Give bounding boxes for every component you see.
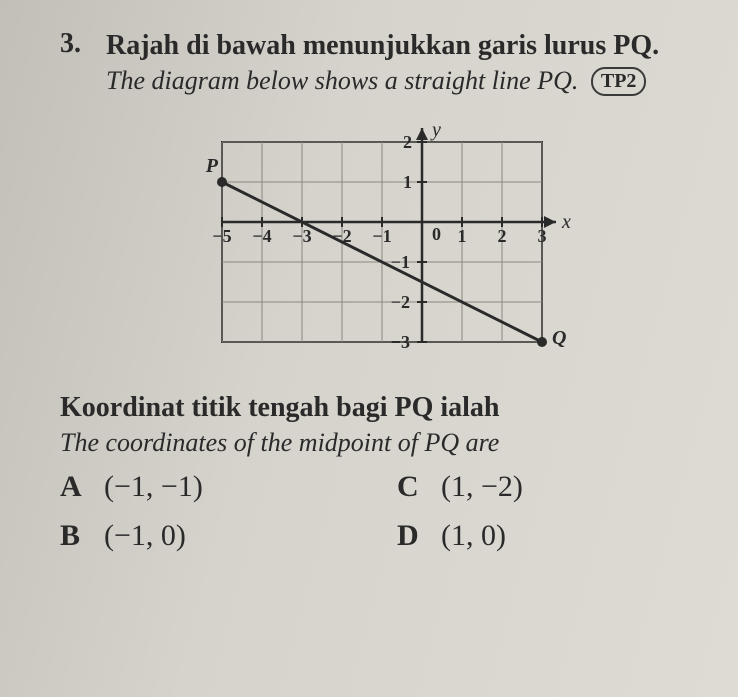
choice-value-b: (−1, 0) (104, 516, 186, 555)
choice-value-d: (1, 0) (441, 516, 506, 555)
choice-value-c: (1, −2) (441, 467, 523, 506)
page: 3. Rajah di bawah menunjukkan garis luru… (0, 0, 738, 697)
question-text: Rajah di bawah menunjukkan garis lurus P… (106, 28, 704, 98)
choice-letter-d: D (397, 516, 423, 555)
svg-text:−1: −1 (372, 226, 391, 246)
question-number: 3. (60, 28, 88, 98)
svg-text:−5: −5 (212, 226, 231, 246)
question-row: 3. Rajah di bawah menunjukkan garis luru… (60, 28, 704, 98)
svg-text:P: P (205, 155, 219, 177)
svg-text:−3: −3 (292, 226, 311, 246)
choice-letter-a: A (60, 467, 86, 506)
svg-text:0: 0 (432, 224, 441, 244)
tp-badge: TP2 (591, 67, 647, 96)
svg-text:−3: −3 (391, 332, 410, 352)
choice-d: D (1, 0) (397, 516, 704, 555)
svg-text:2: 2 (403, 132, 412, 152)
choice-value-a: (−1, −1) (104, 467, 203, 506)
chart-container: −5−4−3−2−1123−3−2−1120xyPQ (60, 112, 704, 372)
question-line-ms: Rajah di bawah menunjukkan garis lurus P… (106, 28, 704, 63)
choices: A (−1, −1) C (1, −2) B (−1, 0) D (1, 0) (60, 467, 704, 555)
question-en-text: The diagram below shows a straight line … (106, 66, 578, 95)
choice-a: A (−1, −1) (60, 467, 367, 506)
svg-text:y: y (430, 119, 441, 141)
svg-text:−4: −4 (252, 226, 271, 246)
choice-b: B (−1, 0) (60, 516, 367, 555)
svg-text:3: 3 (538, 226, 547, 246)
svg-text:2: 2 (498, 226, 507, 246)
svg-text:1: 1 (403, 172, 412, 192)
choice-letter-c: C (397, 467, 423, 506)
prompt-line-en: The coordinates of the midpoint of PQ ar… (60, 427, 704, 460)
prompt: Koordinat titik tengah bagi PQ ialah The… (60, 390, 704, 460)
svg-text:Q: Q (552, 327, 566, 349)
line-pq-chart: −5−4−3−2−1123−3−2−1120xyPQ (192, 112, 572, 372)
svg-text:1: 1 (458, 226, 467, 246)
question-line-en: The diagram below shows a straight line … (106, 65, 704, 98)
choice-c: C (1, −2) (397, 467, 704, 506)
choice-letter-b: B (60, 516, 86, 555)
svg-text:x: x (561, 211, 571, 233)
svg-text:−2: −2 (391, 292, 410, 312)
prompt-line-ms: Koordinat titik tengah bagi PQ ialah (60, 390, 704, 425)
